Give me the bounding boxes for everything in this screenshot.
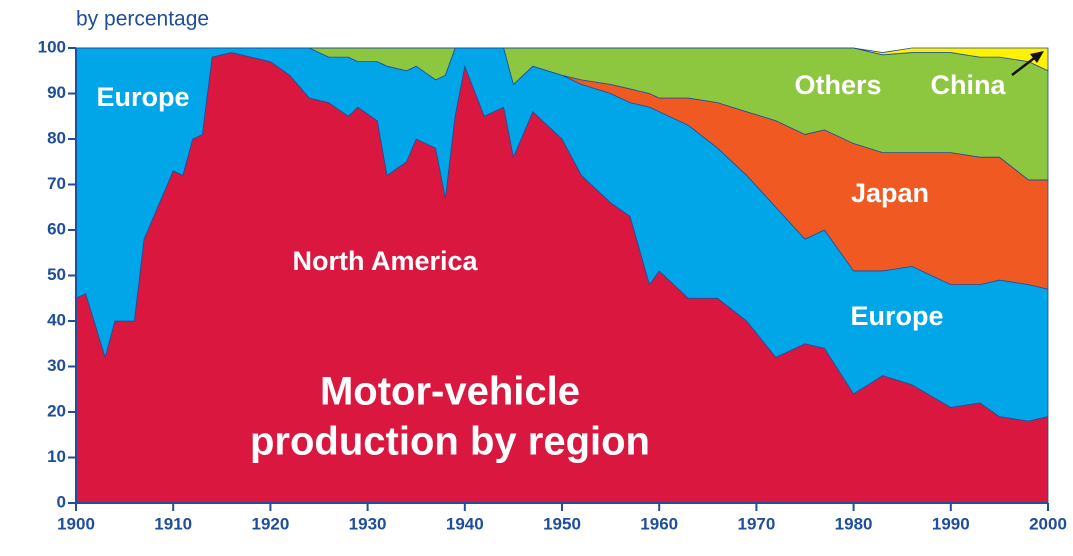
china-arrow: [1011, 55, 1038, 76]
series-label: Japan: [851, 178, 929, 208]
areas: [75, 47, 1049, 504]
y-tick-label: 10: [47, 447, 66, 466]
x-tick-label: 1910: [154, 514, 192, 533]
x-tick-label: 1930: [349, 514, 387, 533]
series-label: Others: [794, 70, 881, 100]
y-tick-label: 0: [57, 492, 66, 511]
x-tick-label: 1900: [57, 514, 95, 533]
x-tick-label: 1920: [251, 514, 289, 533]
y-tick-label: 40: [47, 310, 66, 329]
y-tick-label: 80: [47, 128, 66, 147]
y-tick-label: 20: [47, 401, 66, 420]
china-arrowhead: [1030, 51, 1044, 63]
x-tick-label: 1940: [446, 514, 484, 533]
series-label: Europe: [850, 301, 943, 331]
series-label: North America: [292, 246, 478, 276]
y-tick-label: 70: [47, 174, 66, 193]
area: [76, 47, 1049, 72]
x-tick-label: 2000: [1029, 514, 1067, 533]
x-tick-label: 1950: [543, 514, 581, 533]
y-tick-label: 90: [47, 83, 66, 102]
x-tick-label: 1990: [932, 514, 970, 533]
x-tick-label: 1970: [737, 514, 775, 533]
y-axis-label: by percentage: [76, 8, 209, 31]
y-tick-label: 60: [47, 219, 66, 238]
x-tick-label: 1960: [640, 514, 678, 533]
series-label: China: [930, 70, 1006, 100]
y-tick-label: 100: [38, 37, 66, 56]
chart-title: Motor-vehicle: [320, 370, 580, 414]
series-label: Europe: [96, 82, 189, 112]
chart-title: production by region: [250, 420, 650, 464]
y-tick-label: 50: [47, 265, 66, 284]
labels: Europe North America Europe Japan Others Chin…: [96, 51, 1044, 464]
x-tick-label: 1980: [835, 514, 873, 533]
axes: 0 10 20 30 40 50 60 70 80 90 100 1900 1910 1920 1930 19…: [38, 37, 1067, 533]
y-tick-label: 30: [47, 356, 66, 375]
